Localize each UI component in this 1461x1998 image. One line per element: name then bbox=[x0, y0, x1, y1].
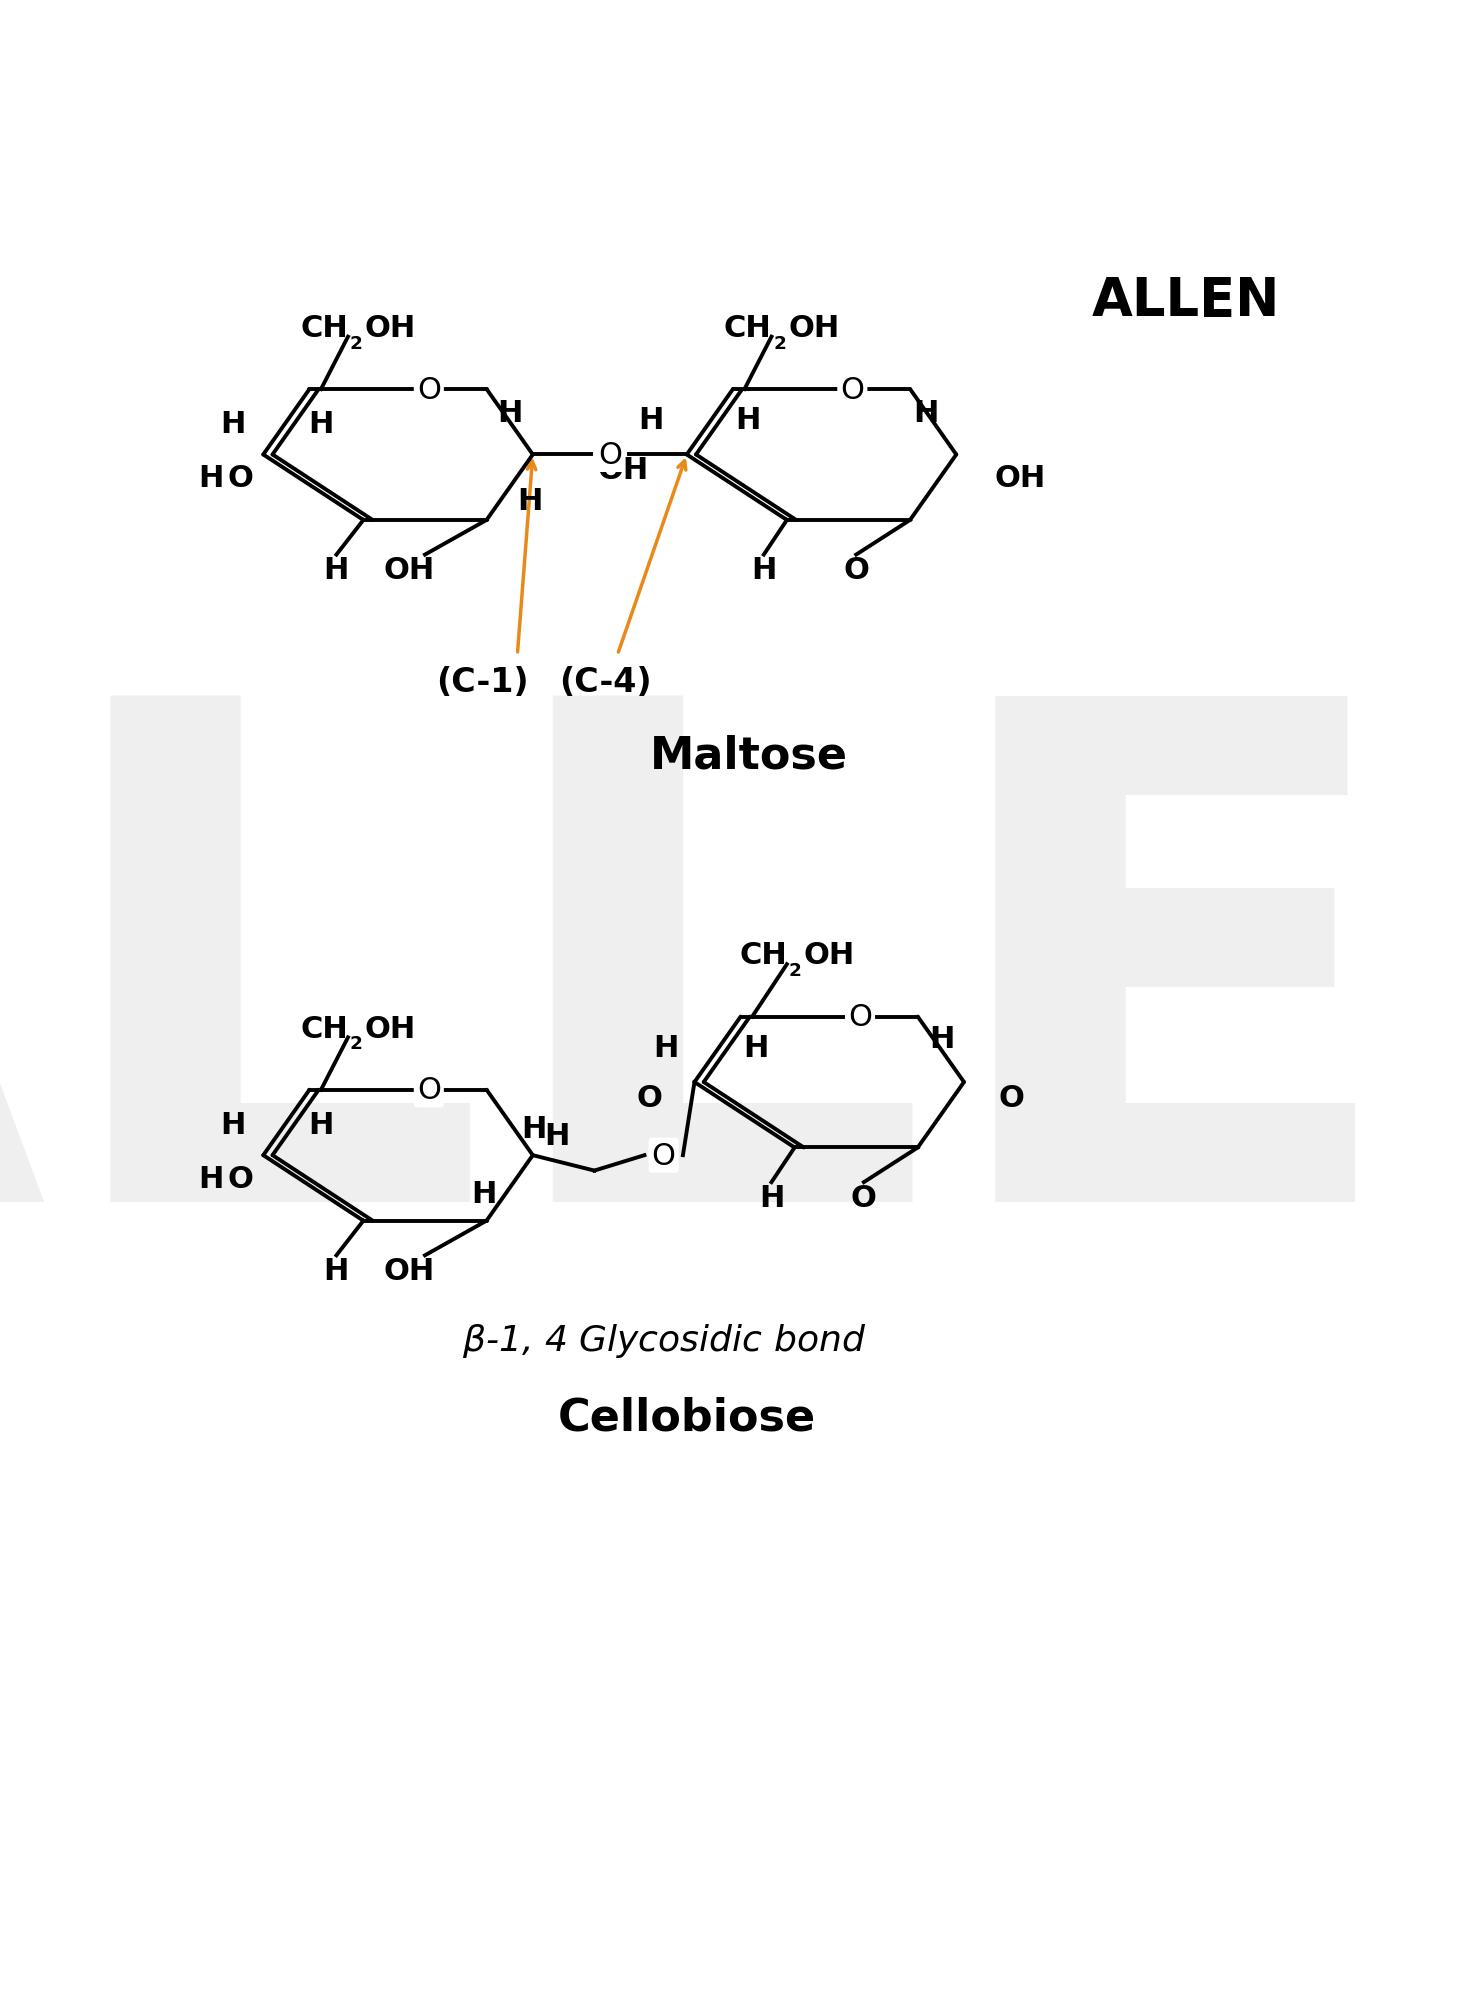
Text: H: H bbox=[324, 555, 349, 585]
Text: (C-1): (C-1) bbox=[437, 665, 529, 699]
Text: OH: OH bbox=[384, 555, 435, 585]
Text: H: H bbox=[929, 1025, 954, 1053]
Text: H: H bbox=[472, 1179, 497, 1209]
Text: H: H bbox=[219, 410, 245, 440]
Text: H: H bbox=[517, 488, 542, 515]
Text: O: O bbox=[598, 442, 622, 470]
Text: $\beta$-1, 4 Glycosidic bond: $\beta$-1, 4 Glycosidic bond bbox=[462, 1321, 866, 1359]
Text: O: O bbox=[652, 1141, 675, 1171]
Text: OH: OH bbox=[384, 1257, 435, 1285]
Text: ALLEN: ALLEN bbox=[0, 673, 1461, 1345]
Text: O: O bbox=[228, 1165, 253, 1193]
Text: OH: OH bbox=[789, 314, 840, 344]
Text: O: O bbox=[416, 376, 441, 404]
Text: 2: 2 bbox=[789, 961, 801, 979]
Text: Cellobiose: Cellobiose bbox=[558, 1397, 815, 1439]
Text: Maltose: Maltose bbox=[649, 733, 847, 777]
Text: 2: 2 bbox=[349, 1035, 362, 1053]
Text: OH: OH bbox=[995, 464, 1046, 494]
Text: 2: 2 bbox=[349, 334, 362, 352]
Text: H: H bbox=[219, 1111, 245, 1139]
Text: OH: OH bbox=[365, 1015, 416, 1043]
Text: O: O bbox=[999, 1083, 1024, 1113]
Text: H: H bbox=[497, 398, 523, 428]
Text: O: O bbox=[843, 555, 869, 585]
Text: H: H bbox=[653, 1033, 679, 1063]
Text: H: H bbox=[758, 1183, 785, 1213]
Text: 2: 2 bbox=[773, 334, 786, 352]
Text: O: O bbox=[228, 464, 253, 494]
Text: O: O bbox=[847, 1003, 872, 1031]
Text: H: H bbox=[308, 410, 333, 440]
Text: CH: CH bbox=[723, 314, 771, 344]
Text: O: O bbox=[636, 1083, 662, 1113]
Text: H: H bbox=[913, 398, 938, 428]
Text: OH: OH bbox=[365, 314, 416, 344]
Text: H: H bbox=[197, 1165, 224, 1193]
Text: O: O bbox=[416, 1075, 441, 1105]
Text: H: H bbox=[522, 1115, 546, 1143]
Text: H: H bbox=[744, 1033, 768, 1063]
Text: CH: CH bbox=[739, 941, 787, 969]
Text: ALLEN: ALLEN bbox=[1091, 274, 1280, 326]
Text: OH: OH bbox=[598, 456, 649, 486]
Text: H: H bbox=[545, 1121, 570, 1151]
Text: H: H bbox=[751, 555, 776, 585]
Text: H: H bbox=[197, 464, 224, 494]
Text: CH: CH bbox=[300, 314, 348, 344]
Text: CH: CH bbox=[300, 1015, 348, 1043]
Text: H: H bbox=[324, 1257, 349, 1285]
Text: H: H bbox=[308, 1111, 333, 1139]
Text: O: O bbox=[840, 376, 865, 404]
Text: (C-4): (C-4) bbox=[560, 665, 652, 699]
Text: OH: OH bbox=[804, 941, 855, 969]
Text: H: H bbox=[736, 406, 761, 436]
Text: O: O bbox=[850, 1183, 877, 1213]
Text: H: H bbox=[638, 406, 663, 436]
